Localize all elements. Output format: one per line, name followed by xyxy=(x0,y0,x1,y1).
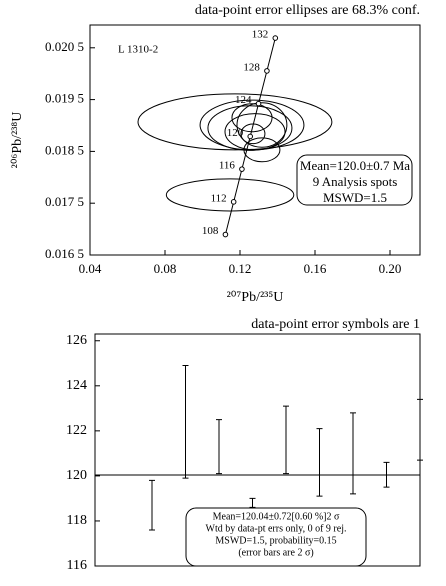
y-tick-label: 122 xyxy=(66,423,87,438)
y-tick-label: 116 xyxy=(67,558,87,573)
error-ellipse xyxy=(137,93,333,151)
age-marker xyxy=(264,68,270,74)
age-label: 116 xyxy=(219,160,236,172)
age-label: 120 xyxy=(227,127,244,139)
age-marker xyxy=(230,199,237,205)
y-tick-label: 120 xyxy=(66,468,87,483)
error-ellipse xyxy=(199,99,305,151)
y-tick-label: 0.020 5 xyxy=(45,39,84,54)
error-bar xyxy=(316,428,323,497)
y-tick-label: 0.017 5 xyxy=(45,194,84,209)
x-tick-label: 0.08 xyxy=(154,261,177,276)
error-bar xyxy=(182,365,189,479)
y-tick-label: 126 xyxy=(66,333,87,348)
age-marker xyxy=(272,35,279,41)
age-label: 112 xyxy=(211,192,227,204)
error-bar xyxy=(216,419,222,475)
error-ellipse xyxy=(243,137,281,163)
y-tick-label: 118 xyxy=(67,513,87,528)
age-label: 132 xyxy=(252,29,269,41)
y-axis-label: ²⁰⁶Pb/²³⁸U xyxy=(10,112,25,169)
summary-text: (error bars are 2 σ) xyxy=(238,547,313,558)
error-ellipse xyxy=(224,113,286,151)
y-tick-label: 0.016 5 xyxy=(45,246,84,261)
error-bar xyxy=(383,461,390,488)
error-bar xyxy=(350,412,356,495)
chart-title: data-point error symbols are 1 xyxy=(251,317,420,332)
error-ellipse xyxy=(165,178,295,212)
y-tick-label: 0.018 5 xyxy=(45,142,84,157)
summary-box xyxy=(185,507,367,567)
summary-text: MSWD=1.5, probability=0.15 xyxy=(215,535,336,546)
summary-text: 9 Analysis spots xyxy=(313,174,398,189)
age-label: 108 xyxy=(202,225,219,237)
x-tick-label: 0.12 xyxy=(229,261,252,276)
y-tick-label: 124 xyxy=(66,378,87,393)
error-bar xyxy=(283,405,289,475)
error-ellipse xyxy=(231,103,273,133)
age-marker xyxy=(239,166,245,172)
y-tick-label: 0.019 5 xyxy=(45,91,84,106)
plot-frame xyxy=(89,24,421,256)
error-bar xyxy=(417,398,423,461)
age-marker xyxy=(247,133,254,140)
summary-text: Wtd by data-pt errs only, 0 of 9 rej. xyxy=(206,523,347,534)
error-bar xyxy=(249,497,256,508)
age-label: 124 xyxy=(235,94,252,106)
age-marker xyxy=(255,100,262,107)
summary-text: MSWD=1.5 xyxy=(323,190,387,205)
x-tick-label: 0.04 xyxy=(79,261,102,276)
age-label: 128 xyxy=(243,61,260,73)
annotation: L 1310-2 xyxy=(118,44,158,56)
summary-box xyxy=(296,154,413,206)
x-axis-label: ²⁰⁷Pb/²³⁵U xyxy=(227,290,284,305)
age-marker xyxy=(222,231,229,238)
error-bar xyxy=(149,479,155,531)
summary-text: Mean=120.04±0.72[0.60 %]2 σ xyxy=(213,511,340,522)
x-tick-label: 0.16 xyxy=(304,261,327,276)
summary-text: Mean=120.0±0.7 Ma xyxy=(300,158,410,173)
error-ellipse xyxy=(236,102,288,148)
x-tick-label: 0.20 xyxy=(379,261,402,276)
chart-title: data-point error ellipses are 68.3% conf… xyxy=(195,3,420,18)
